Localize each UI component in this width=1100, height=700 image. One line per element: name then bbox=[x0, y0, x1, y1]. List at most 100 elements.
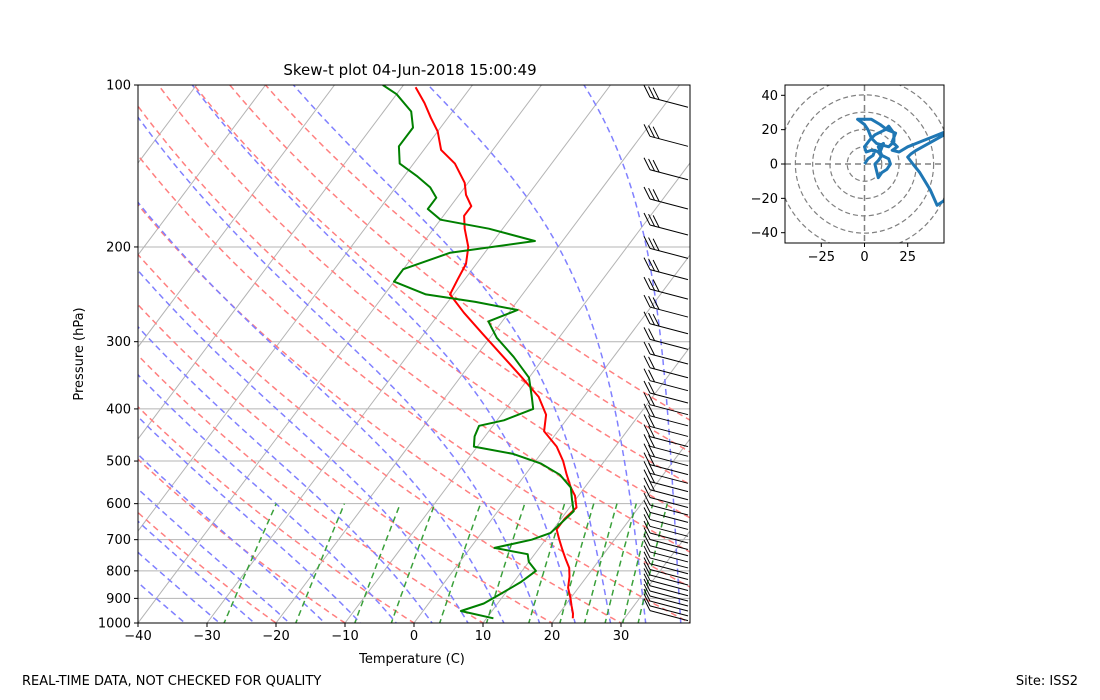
wind-barb-flag bbox=[643, 598, 651, 611]
wind-barb bbox=[649, 247, 689, 259]
moist-adiabat bbox=[138, 453, 326, 623]
isotherm-line bbox=[0, 73, 136, 634]
hodograph-plot: −25 0 25 −40 −20 0 20 40 bbox=[751, 84, 945, 265]
y-tick-label: 400 bbox=[106, 402, 131, 417]
wind-barb-flag bbox=[652, 238, 660, 251]
wind-barb bbox=[649, 415, 689, 427]
wind-barb bbox=[649, 504, 689, 516]
wind-barb-flag bbox=[643, 583, 651, 597]
isotherm-line bbox=[344, 162, 690, 623]
wind-barb-flag bbox=[643, 392, 651, 405]
y-tick-label: 900 bbox=[106, 592, 131, 607]
hodograph-y-tick-label: −40 bbox=[751, 226, 778, 241]
x-tick-label: 0 bbox=[410, 629, 418, 644]
site-label: Site: ISS2 bbox=[1015, 674, 1078, 689]
wind-barb-flag bbox=[643, 257, 651, 270]
wind-barb-flag bbox=[643, 514, 651, 527]
wind-barb-flag bbox=[643, 545, 651, 559]
hodograph-y-tick-label: 20 bbox=[761, 123, 778, 138]
wind-barb bbox=[649, 96, 689, 108]
dry-adiabat bbox=[138, 154, 690, 588]
wind-barb bbox=[649, 595, 689, 607]
y-tick-label: 700 bbox=[106, 533, 131, 548]
wind-barb-flag bbox=[648, 369, 656, 383]
wind-barb-flag bbox=[643, 588, 651, 602]
chart-title: Skew-t plot 04-Jun-2018 15:00:49 bbox=[283, 61, 536, 79]
wind-barb-flag bbox=[648, 393, 656, 407]
dry-adiabat bbox=[138, 405, 416, 623]
x-axis-ticks: −40 −30 −20 −10 0 10 20 30 bbox=[124, 623, 629, 644]
wind-barb-flag bbox=[648, 258, 656, 272]
wind-barb bbox=[649, 489, 689, 501]
moist-adiabat bbox=[138, 487, 291, 623]
wind-barb-flag bbox=[648, 125, 656, 138]
wind-barb-flag bbox=[643, 520, 651, 534]
wind-barb-flag bbox=[648, 415, 656, 428]
isotherm-lines bbox=[0, 73, 690, 634]
dewpoint-profile-line bbox=[382, 85, 575, 620]
y-tick-label: 1000 bbox=[98, 617, 131, 632]
wind-barb bbox=[649, 545, 689, 557]
wind-barb-flag bbox=[643, 294, 651, 308]
wind-barb-flag bbox=[648, 328, 656, 341]
wind-barb bbox=[649, 497, 689, 508]
y-tick-label: 500 bbox=[106, 455, 131, 470]
wind-barb-flag bbox=[648, 342, 656, 356]
wind-barb bbox=[649, 445, 689, 457]
wind-barb bbox=[649, 551, 689, 563]
wind-barb-flag bbox=[648, 237, 656, 250]
wind-barb bbox=[649, 532, 689, 544]
wind-barb-flag bbox=[648, 312, 656, 326]
wind-barb bbox=[649, 464, 689, 476]
x-tick-label: 20 bbox=[544, 629, 561, 644]
isobar-gridlines bbox=[138, 85, 690, 623]
wind-barb bbox=[649, 380, 689, 392]
moist-adiabat bbox=[138, 415, 362, 623]
wind-barb-flag bbox=[643, 368, 651, 381]
mixing-ratio-line bbox=[390, 503, 436, 623]
mixing-ratio-line bbox=[621, 503, 654, 623]
mixing-ratio-line bbox=[294, 503, 346, 623]
wind-barb-flag bbox=[643, 551, 651, 564]
wind-barb-flag bbox=[652, 259, 660, 273]
wind-barb-flag bbox=[652, 126, 660, 139]
dry-adiabat bbox=[138, 253, 623, 623]
wind-barb-flag bbox=[648, 381, 656, 395]
mixing-ratio-line bbox=[353, 503, 402, 623]
hodograph-x-tick-label: 0 bbox=[860, 250, 868, 265]
wind-barb-flag bbox=[648, 435, 656, 448]
mixing-ratio-line bbox=[223, 503, 277, 623]
moist-adiabat bbox=[427, 85, 647, 623]
wind-barb bbox=[649, 511, 689, 523]
moist-adiabat bbox=[138, 325, 434, 623]
wind-barb-flag bbox=[643, 533, 651, 547]
mixing-ratio-lines bbox=[223, 503, 669, 623]
wind-barb bbox=[649, 518, 689, 530]
wind-barb bbox=[649, 425, 689, 437]
wind-barb bbox=[649, 568, 689, 580]
x-tick-label: 30 bbox=[613, 629, 630, 644]
wind-barb-flag bbox=[643, 527, 651, 540]
wind-barb-flag bbox=[643, 434, 651, 447]
isotherm-line bbox=[138, 85, 198, 164]
hodograph-x-tick-label: 25 bbox=[899, 250, 916, 265]
wind-barb bbox=[649, 579, 689, 591]
wind-barb-flag bbox=[648, 425, 656, 439]
isotherm-line bbox=[689, 622, 690, 623]
skewt-axes-frame bbox=[137, 84, 691, 624]
wind-barb bbox=[649, 353, 689, 365]
dry-adiabat bbox=[193, 85, 690, 486]
wind-barb-flag bbox=[643, 380, 651, 394]
isotherm-line bbox=[413, 254, 690, 623]
y-tick-label: 100 bbox=[106, 79, 131, 94]
wind-barb bbox=[649, 557, 689, 569]
wind-barb-flag bbox=[652, 159, 660, 173]
wind-barb bbox=[649, 198, 689, 210]
wind-barb-flag bbox=[643, 578, 651, 592]
wind-barb bbox=[649, 288, 689, 300]
y-tick-label: 300 bbox=[106, 335, 131, 350]
wind-barb-flag bbox=[643, 469, 651, 482]
hodograph-y-tick-label: −20 bbox=[751, 192, 778, 207]
dry-adiabat bbox=[138, 458, 347, 623]
wind-barb-flag bbox=[643, 403, 651, 417]
